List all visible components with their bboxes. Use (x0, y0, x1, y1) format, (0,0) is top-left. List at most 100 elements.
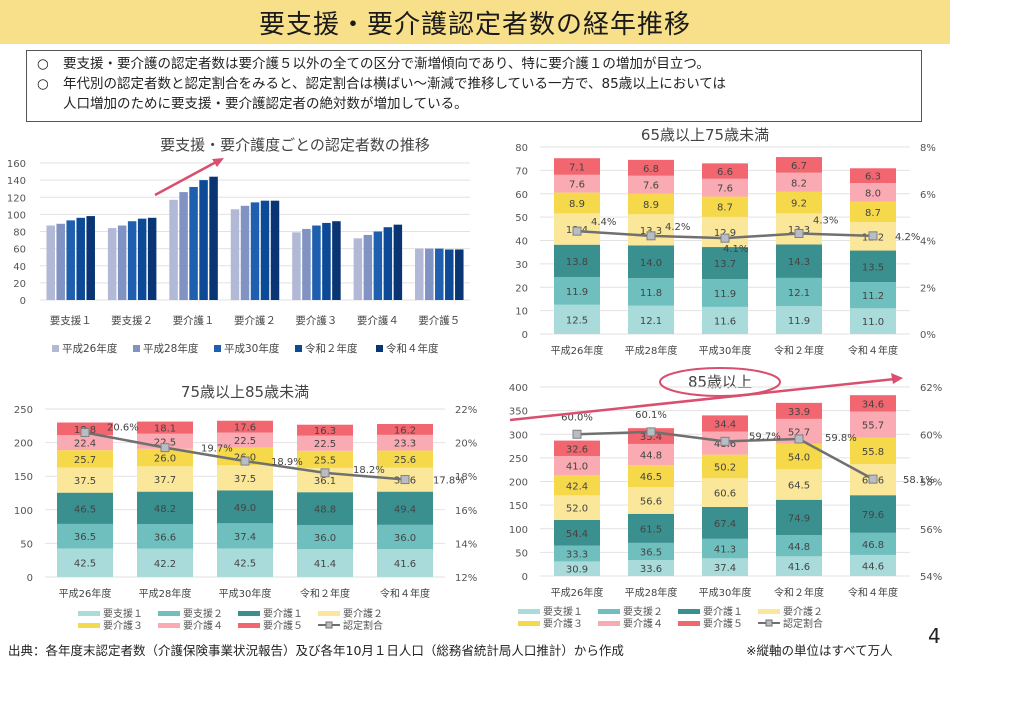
bar-segment (776, 469, 822, 500)
bar (292, 232, 301, 300)
data-label: 36.1 (314, 476, 336, 487)
chart-title: 85歳以上 (688, 373, 752, 391)
data-label: 11.2 (862, 291, 884, 302)
bar-segment (554, 304, 600, 334)
bar (312, 225, 321, 300)
data-label: 8.9 (569, 199, 585, 210)
data-label: 42.2 (154, 559, 176, 570)
ratio-label: 60.1% (635, 410, 667, 421)
chart-svg: 75歳以上85歳未満 0 50 100 150 200 250 12% 14% 16% 18% 20%… (14, 383, 477, 632)
legend-label: 要介護２ (783, 605, 823, 618)
y-tick-label: 60 (515, 190, 528, 201)
x-tick-label: 要介護３ (295, 314, 337, 327)
ratio-marker (794, 228, 804, 238)
x-tick-label: 令和２年度 (300, 587, 350, 600)
data-label: 11.0 (862, 317, 884, 328)
data-label: 56.6 (640, 496, 662, 507)
legend-label: 要支援１ (103, 607, 143, 620)
bar-segment (57, 492, 113, 524)
ratio-label: 59.8% (825, 433, 857, 444)
y2-tick-label: 60% (920, 430, 942, 441)
bar-segment (554, 545, 600, 562)
summary-line: ○ 年代別の認定者数と認定割合をみると、認定割合は横ばい～漸減で推移している一方… (37, 74, 911, 94)
bar-segment (628, 443, 674, 466)
data-label: 7.6 (569, 180, 585, 191)
legend-label: 要介護３ (543, 617, 583, 630)
data-label: 44.8 (640, 451, 662, 462)
data-label: 46.5 (640, 472, 662, 483)
data-label: 8.7 (865, 208, 881, 219)
data-label: 37.5 (74, 476, 96, 487)
chart-by-care-level: 要支援・要介護度ごとの認定者数の推移 0 20 40 60 80 100 120 140 160 要… (0, 128, 480, 363)
bar-segment (850, 282, 896, 309)
y2-tick-label: 4% (920, 237, 936, 248)
ratio-label: 4.3% (813, 215, 838, 226)
data-label: 50.2 (714, 462, 736, 473)
y2-tick-label: 6% (920, 190, 936, 201)
ratio-marker (868, 231, 878, 241)
legend-swatch (598, 609, 620, 614)
bar-segment (137, 448, 193, 467)
data-label: 46.5 (74, 504, 96, 515)
bar-segment (554, 192, 600, 214)
bar (179, 192, 188, 300)
summary-line: 人口増加のために要支援・要介護認定者の絶対数が増加している。 (37, 94, 911, 114)
bar-segment (628, 175, 674, 194)
bar-segment (702, 538, 748, 559)
data-label: 41.4 (314, 559, 336, 570)
x-tick-label: 平成28年度 (625, 586, 678, 599)
summary-text: 人口増加のために要支援・要介護認定者の絶対数が増加している。 (63, 96, 468, 112)
bar (363, 234, 373, 300)
data-label: 64.5 (788, 481, 810, 492)
y2-tick-label: 58% (920, 478, 942, 489)
bar-segment (776, 244, 822, 278)
data-label: 25.6 (394, 455, 416, 466)
legend-swatch (758, 609, 780, 614)
bar-segment (776, 191, 822, 214)
chart-title: 75歳以上85歳未満 (181, 383, 309, 401)
y-tick-label: 0 (27, 573, 33, 584)
bullet-icon: ○ (37, 56, 49, 72)
bar-segment (137, 421, 193, 434)
data-label: 7.6 (717, 184, 733, 195)
data-label: 9.2 (791, 199, 807, 210)
legend-swatch (78, 623, 100, 628)
summary-text: 要支援・要介護の認定者数は要介護５以外の全ての区分で漸増傾向であり、特に要介護１… (63, 56, 710, 72)
data-label: 37.4 (234, 532, 256, 543)
bar (189, 186, 198, 300)
bar-segment (850, 168, 896, 183)
data-label: 46.8 (862, 540, 884, 551)
unit-note: ※縦軸の単位はすべて万人 (746, 643, 893, 658)
bar (373, 231, 383, 300)
legend-swatch (158, 623, 180, 628)
x-tick-label: 平成30年度 (699, 586, 752, 599)
legend-swatch (52, 345, 59, 352)
y2-tick-label: 16% (455, 506, 477, 517)
bar-segment (776, 556, 822, 576)
legend-label: 認定割合 (343, 619, 383, 632)
bar-segment (217, 420, 273, 433)
x-tick-label: 要介護４ (357, 314, 399, 327)
ratio-marker (794, 434, 804, 444)
bar-segment (628, 278, 674, 306)
data-label: 12.5 (566, 315, 588, 326)
bar-segment (57, 523, 113, 549)
bar-segment (702, 415, 748, 432)
ratio-label: 4.4% (591, 217, 616, 228)
data-label: 13.8 (566, 257, 588, 268)
legend-swatch (376, 345, 383, 352)
bar-segment (57, 548, 113, 577)
data-label: 41.0 (566, 462, 588, 473)
y-tick-label: 250 (14, 405, 33, 416)
data-label: 11.9 (566, 287, 588, 298)
x-tick-label: 平成26年度 (551, 344, 604, 357)
bar-segment (57, 467, 113, 493)
x-tick-label: 平成26年度 (551, 586, 604, 599)
y2-tick-label: 0% (920, 330, 936, 341)
bar-segment (628, 487, 674, 514)
data-label: 37.5 (234, 474, 256, 485)
bar (147, 217, 157, 300)
y2-tick-label: 20% (455, 439, 477, 450)
data-label: 6.6 (717, 167, 733, 178)
bar-segment (217, 432, 273, 448)
